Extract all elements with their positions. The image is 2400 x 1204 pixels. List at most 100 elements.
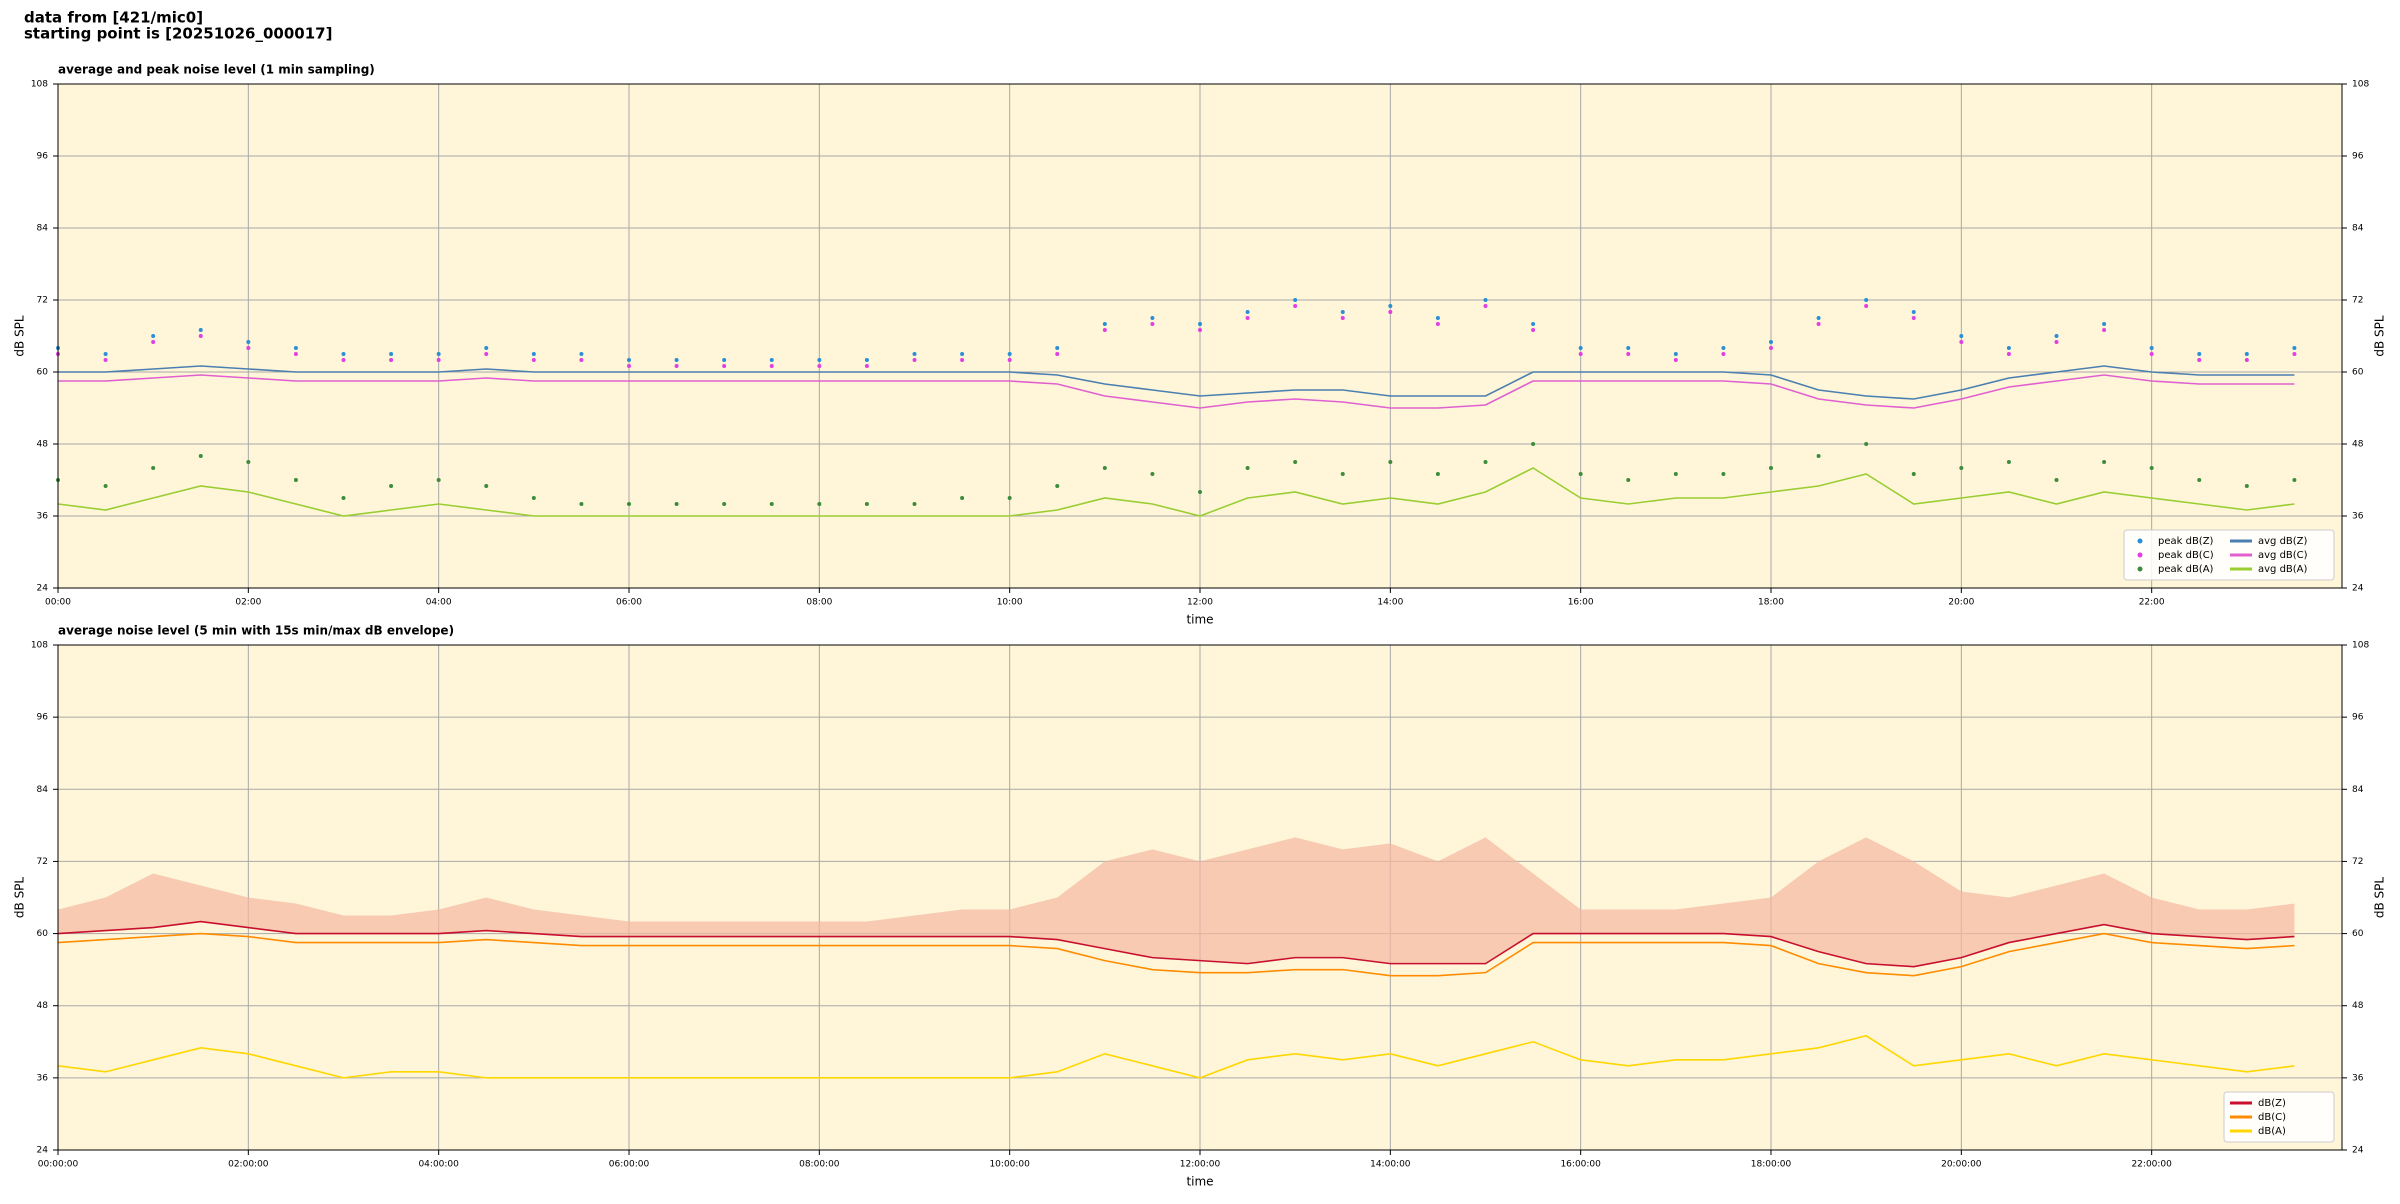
chart-title: average noise level (5 min with 15s min/… (58, 624, 454, 638)
peak-point (1435, 322, 1440, 326)
peak-point (1769, 340, 1773, 344)
peak-point (864, 502, 869, 506)
y-tick-label: 84 (37, 785, 49, 795)
peak-point (1816, 316, 1821, 320)
peak-point (1816, 454, 1821, 458)
x-tick-label: 10:00 (997, 598, 1023, 608)
legend-label: peak dB(A) (2158, 564, 2214, 575)
x-tick-label: 14:00:00 (1370, 1160, 1411, 1170)
peak-point (2292, 478, 2297, 482)
peak-point (531, 358, 536, 362)
peak-point (2006, 460, 2011, 464)
peak-point (1531, 322, 1536, 326)
peak-point (674, 364, 679, 368)
y-tick-label: 60 (37, 929, 49, 939)
y-tick-label: 60 (37, 368, 49, 378)
line (57, 467, 2295, 517)
peak-point (198, 454, 203, 458)
peak-point (1150, 472, 1155, 476)
peak-point (151, 340, 156, 344)
peak-point (151, 466, 156, 470)
peak-point (1388, 460, 1393, 464)
legend-swatch (2137, 538, 2143, 544)
peak-point (1435, 316, 1440, 320)
x-tick-label: 20:00:00 (1941, 1160, 1982, 1170)
peak-point (1340, 316, 1345, 320)
peak-point (1102, 328, 1107, 332)
peak-point (1531, 442, 1536, 446)
peak-point (293, 352, 298, 356)
peak-point (103, 358, 108, 362)
peak-point (1864, 442, 1869, 446)
peak-point (2244, 358, 2249, 362)
peak-point (579, 358, 584, 362)
x-tick-label: 12:00 (1187, 598, 1213, 608)
peak-point (817, 358, 822, 362)
x-tick-label: 12:00:00 (1180, 1160, 1221, 1170)
peak-point (389, 484, 394, 488)
peak-point (1245, 310, 1250, 314)
peak-point (1673, 358, 1678, 362)
y-tick-label: 24 (37, 584, 49, 594)
peak-point (1293, 304, 1298, 308)
y-tick-label: 108 (31, 80, 48, 90)
legend-label: avg dB(A) (2258, 564, 2308, 575)
peak-point (2149, 346, 2154, 350)
y-tick-label: 36 (37, 512, 49, 522)
peak-point (2292, 346, 2297, 350)
legend-swatch (2137, 566, 2143, 572)
peak-point (912, 352, 917, 356)
peak-point (1102, 322, 1107, 326)
peak-point (674, 358, 679, 362)
peak-point (1102, 466, 1107, 470)
peak-point (674, 502, 679, 506)
line (57, 1034, 2295, 1079)
x-tick-label: 00:00:00 (38, 1160, 79, 1170)
peak-point (198, 328, 203, 332)
legend-label: dB(C) (2258, 1112, 2286, 1123)
y-tick-label-right: 84 (2352, 785, 2364, 795)
legend-label: dB(A) (2258, 1126, 2286, 1137)
peak-point (1340, 472, 1345, 476)
peak-point (1483, 304, 1488, 308)
peak-point (769, 358, 774, 362)
peak-point (246, 340, 251, 344)
y-tick-label: 48 (37, 1001, 49, 1011)
line (57, 932, 2295, 977)
y-tick-label: 24 (37, 1146, 49, 1156)
peak-point (960, 352, 965, 356)
peak-point (436, 352, 441, 356)
x-tick-label: 04:00:00 (418, 1160, 459, 1170)
y-tick-label: 96 (37, 152, 49, 162)
peak-point (1864, 298, 1869, 302)
peak-point (1578, 352, 1583, 356)
peak-point (1435, 472, 1440, 476)
legend-label: avg dB(Z) (2258, 536, 2308, 547)
peak-point (2197, 358, 2202, 362)
peak-point (1007, 496, 1012, 500)
peak-point (1959, 466, 1964, 470)
y-tick-label: 36 (37, 1073, 49, 1083)
peak-point (341, 496, 346, 500)
peak-point (1721, 346, 1726, 350)
peak-point (293, 478, 298, 482)
y-tick-label-right: 96 (2352, 713, 2364, 723)
peak-point (436, 478, 441, 482)
peak-point (1959, 340, 1964, 344)
plot-frame (57, 83, 2343, 589)
y-axis-label: dB SPL (13, 315, 27, 357)
x-tick-label: 16:00:00 (1560, 1160, 1601, 1170)
peak-point (1055, 484, 1060, 488)
legend-box (2123, 529, 2335, 581)
y-tick-label-right: 36 (2352, 1073, 2364, 1083)
peak-point (1483, 460, 1488, 464)
peak-point (579, 352, 584, 356)
peak-point (960, 496, 965, 500)
y-tick-label: 72 (37, 857, 48, 867)
peak-point (1721, 352, 1726, 356)
peak-point (531, 496, 536, 500)
x-tick-label: 08:00 (806, 598, 832, 608)
peak-point (2244, 352, 2249, 356)
x-tick-label: 04:00 (426, 598, 452, 608)
peak-point (2102, 460, 2107, 464)
